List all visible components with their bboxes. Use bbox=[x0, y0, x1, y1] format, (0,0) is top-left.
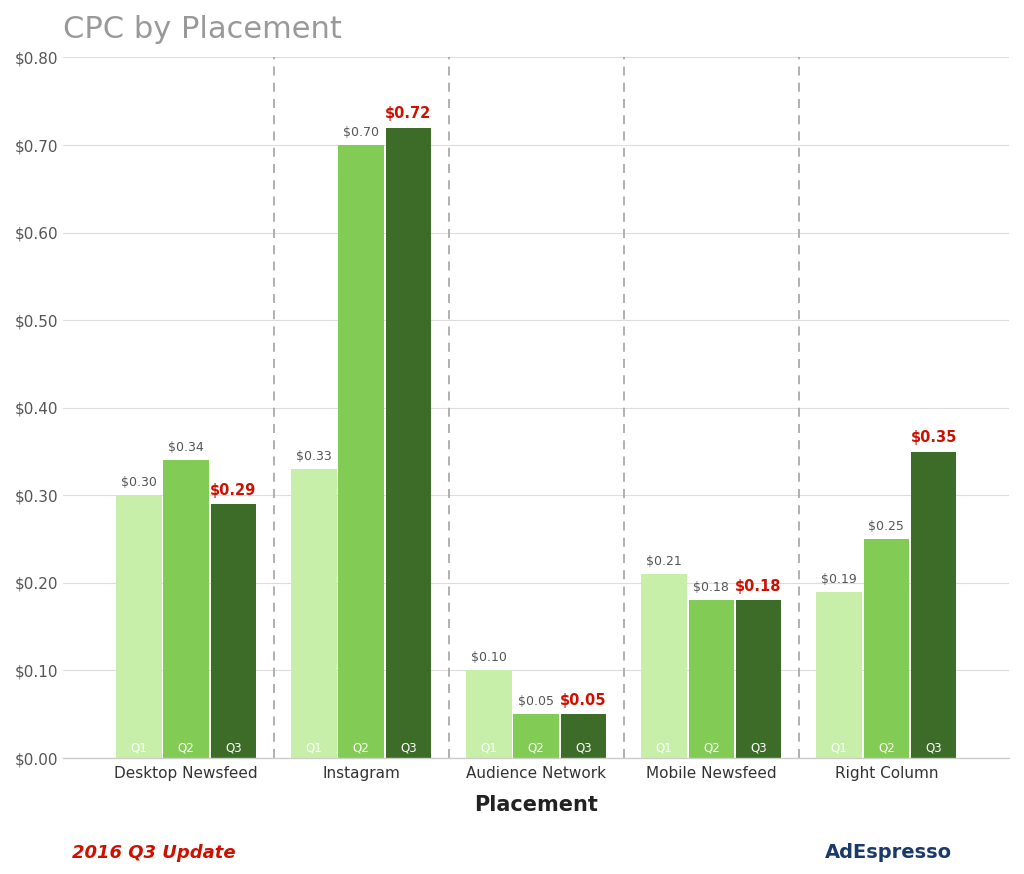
Text: $0.21: $0.21 bbox=[646, 555, 682, 568]
Text: Q2: Q2 bbox=[878, 741, 895, 754]
Bar bbox=[561, 714, 606, 758]
Bar bbox=[163, 461, 209, 758]
Text: $0.10: $0.10 bbox=[471, 651, 507, 664]
Text: $0.25: $0.25 bbox=[868, 520, 904, 533]
Text: Q1: Q1 bbox=[480, 741, 498, 754]
Text: Q3: Q3 bbox=[400, 741, 417, 754]
Text: Q2: Q2 bbox=[178, 741, 195, 754]
Bar bbox=[736, 600, 781, 758]
Text: Q2: Q2 bbox=[527, 741, 545, 754]
Bar bbox=[116, 496, 162, 758]
Text: $0.05: $0.05 bbox=[518, 695, 554, 708]
Text: Q3: Q3 bbox=[751, 741, 767, 754]
Bar bbox=[211, 504, 256, 758]
Text: $0.05: $0.05 bbox=[560, 693, 607, 708]
Text: $0.33: $0.33 bbox=[296, 450, 332, 463]
Text: Q1: Q1 bbox=[130, 741, 147, 754]
Text: $0.29: $0.29 bbox=[210, 483, 256, 498]
Text: Q3: Q3 bbox=[575, 741, 592, 754]
Text: $0.19: $0.19 bbox=[821, 572, 857, 586]
Text: Q3: Q3 bbox=[225, 741, 242, 754]
Bar bbox=[466, 670, 512, 758]
Bar bbox=[386, 128, 431, 758]
Bar bbox=[863, 539, 909, 758]
Text: CPC by Placement: CPC by Placement bbox=[63, 15, 342, 44]
Text: $0.70: $0.70 bbox=[343, 126, 379, 139]
Text: Q3: Q3 bbox=[926, 741, 942, 754]
Bar bbox=[816, 592, 862, 758]
Text: Q2: Q2 bbox=[353, 741, 370, 754]
Text: Q1: Q1 bbox=[655, 741, 673, 754]
Bar bbox=[338, 145, 384, 758]
Text: $0.34: $0.34 bbox=[168, 441, 204, 454]
Text: AdEspresso: AdEspresso bbox=[825, 843, 952, 863]
Text: $0.72: $0.72 bbox=[385, 107, 431, 121]
Text: $0.18: $0.18 bbox=[735, 579, 782, 594]
Text: $0.30: $0.30 bbox=[121, 476, 157, 489]
Bar bbox=[688, 600, 734, 758]
Text: $0.18: $0.18 bbox=[693, 581, 729, 594]
Bar bbox=[911, 452, 956, 758]
Bar bbox=[641, 574, 687, 758]
Text: 2016 Q3 Update: 2016 Q3 Update bbox=[72, 844, 236, 863]
Bar bbox=[291, 469, 337, 758]
Bar bbox=[513, 714, 559, 758]
Text: $0.35: $0.35 bbox=[910, 430, 956, 446]
Text: Q2: Q2 bbox=[702, 741, 720, 754]
X-axis label: Placement: Placement bbox=[474, 795, 598, 815]
Text: Q1: Q1 bbox=[305, 741, 323, 754]
Text: Q1: Q1 bbox=[830, 741, 848, 754]
